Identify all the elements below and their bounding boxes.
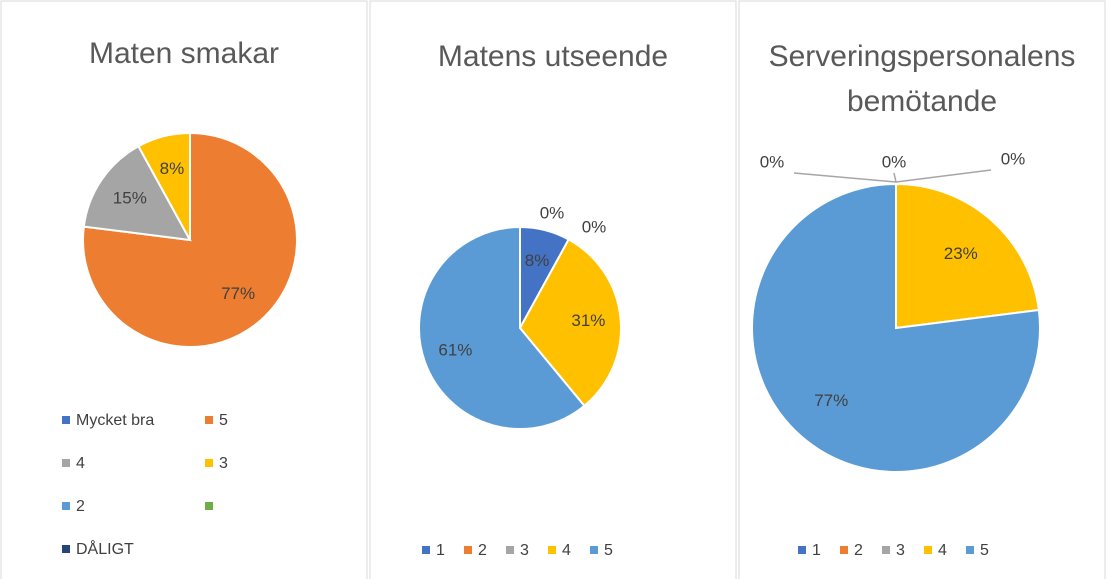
- legend-label: 4: [562, 542, 571, 559]
- legend-swatch: [205, 459, 213, 467]
- leader-line: [895, 169, 992, 183]
- pie-slice: [82, 144, 192, 242]
- chart-title: Maten smakar: [89, 37, 279, 70]
- data-label: 77%: [814, 391, 848, 410]
- legend-swatch: [506, 546, 514, 554]
- legend-swatch: [62, 459, 70, 467]
- legend-swatch: [882, 546, 890, 554]
- legend-label: 5: [219, 412, 228, 429]
- data-label: 0%: [760, 152, 785, 171]
- legend-label: DÅLIGT: [76, 539, 134, 558]
- panel: [369, 0, 737, 579]
- data-label: 31%: [571, 311, 605, 330]
- data-label: 8%: [160, 159, 185, 178]
- legend-swatch: [62, 416, 70, 424]
- legend-label: 2: [76, 498, 85, 515]
- legend-label: 3: [520, 542, 529, 559]
- legend-swatch: [205, 502, 213, 510]
- data-label: 23%: [944, 244, 978, 263]
- legend-swatch: [548, 546, 556, 554]
- pie-slice: [751, 182, 1041, 473]
- legend-swatch: [840, 546, 848, 554]
- legend-swatch: [966, 546, 974, 554]
- pie-slice: [895, 182, 1040, 330]
- data-label: 0%: [582, 217, 607, 236]
- legend-swatch: [798, 546, 806, 554]
- data-label: 15%: [113, 189, 147, 208]
- legend-swatch: [924, 546, 932, 554]
- leader-line: [793, 172, 897, 183]
- data-label: 61%: [438, 341, 472, 360]
- legend-label: 2: [478, 542, 487, 559]
- legend-label: 4: [76, 455, 85, 472]
- legend-label: 4: [938, 542, 947, 559]
- legend-swatch: [62, 545, 70, 553]
- data-label: 0%: [882, 152, 907, 171]
- pie-slice: [518, 238, 622, 408]
- legend-label: 2: [854, 542, 863, 559]
- legend-label: 3: [896, 542, 905, 559]
- data-label: 77%: [221, 284, 255, 303]
- pie-slice: [418, 225, 586, 430]
- legend-swatch: [590, 546, 598, 554]
- legend-label: 1: [436, 542, 445, 559]
- legend-label: 1: [812, 542, 821, 559]
- chart-title: Matens utseende: [438, 40, 668, 73]
- legend-swatch: [464, 546, 472, 554]
- chart-title: Serveringspersonalens bemötande: [769, 40, 1076, 118]
- legend-swatch: [62, 502, 70, 510]
- legend-swatch: [422, 546, 430, 554]
- data-label: 8%: [525, 251, 550, 270]
- data-label: 0%: [1001, 149, 1026, 168]
- legend-label: 3: [219, 455, 228, 472]
- pie-slice: [137, 131, 191, 241]
- panel: [738, 0, 1106, 579]
- panel: [0, 0, 368, 579]
- legend-swatch: [205, 416, 213, 424]
- legend-label: Mycket bra: [76, 412, 154, 429]
- legend-label: 5: [604, 542, 613, 559]
- data-label: 0%: [540, 203, 565, 222]
- legend-label: 5: [980, 542, 989, 559]
- leader-line: [893, 172, 897, 183]
